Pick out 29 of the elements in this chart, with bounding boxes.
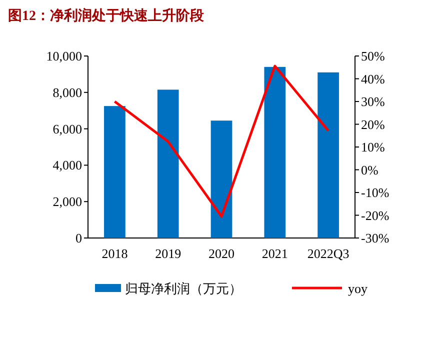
x-tick-label: 2019 [155, 246, 182, 261]
legend-label: yoy [348, 281, 368, 296]
y2-tick-label: -20% [361, 208, 390, 223]
x-tick-label: 2020 [208, 246, 234, 261]
y-tick-label: 4,000 [52, 158, 82, 173]
y2-tick-label: 50% [361, 48, 385, 64]
legend-label: 归母净利润（万元） [125, 281, 242, 296]
y2-tick-label: -10% [361, 185, 390, 200]
y-tick-label: 6,000 [52, 121, 82, 136]
title: 图12：净利润处于快速上升阶段 [8, 9, 204, 24]
bar [157, 90, 179, 238]
bar [104, 106, 126, 238]
bar [318, 72, 339, 238]
y2-tick-label: 40% [361, 71, 385, 86]
y2-tick-label: 30% [361, 94, 385, 109]
y2-tick-label: 10% [361, 140, 385, 154]
bar [264, 66, 286, 238]
y2-tick-label: -30% [361, 230, 390, 246]
bar [210, 120, 232, 238]
x-tick-label: 2021 [262, 246, 288, 261]
line-series [113, 64, 330, 218]
y2-tick-label: 20% [361, 116, 385, 132]
y-tick-label: 0 [76, 230, 82, 246]
y-tick-label: 8,000 [52, 84, 82, 100]
y2-tick-label: 0% [361, 162, 378, 178]
y-tick-label: 2,000 [52, 194, 82, 210]
y-tick-label: 10,000 [46, 48, 82, 64]
x-tick-label: 2018 [102, 246, 128, 261]
x-tick-label: 2022Q3 [307, 246, 350, 261]
